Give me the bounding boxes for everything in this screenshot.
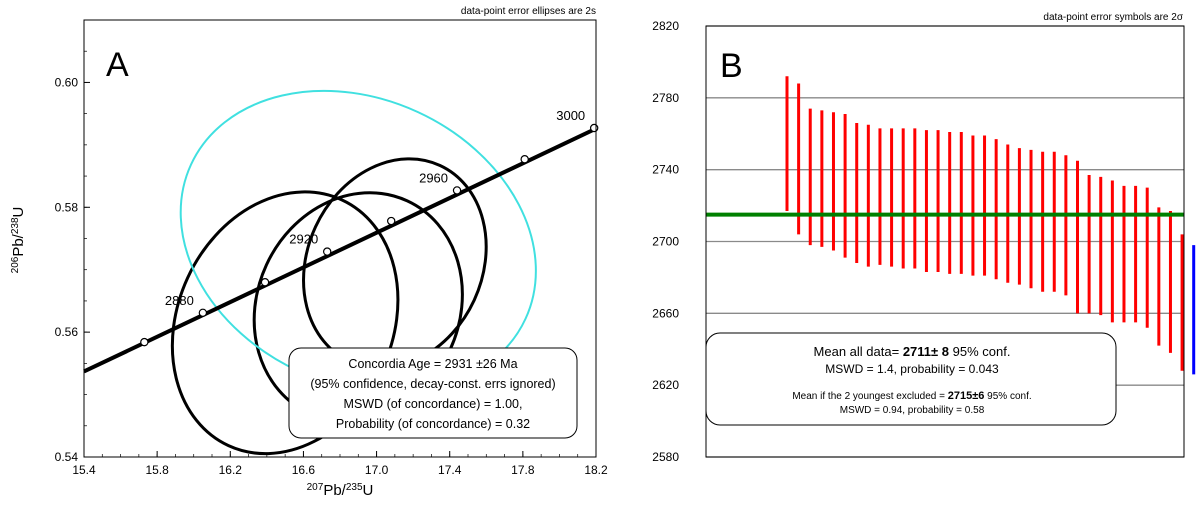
concordia-age-marker	[387, 216, 396, 226]
panel-a-header-note: data-point error ellipses are 2s	[461, 6, 596, 17]
concordia-curve	[83, 126, 597, 374]
b-mean-all-prefix: Mean all data=	[814, 344, 903, 359]
x-tick-label: 15.4	[72, 463, 96, 477]
b-mean-excl-suffix: 95% conf.	[984, 391, 1031, 402]
concordia-age-label: 2960	[419, 170, 448, 185]
panel-b-plot-frame	[705, 25, 1185, 458]
concordia-age-label: 3000	[556, 108, 585, 123]
y-tick-label: 0.54	[55, 450, 79, 464]
concordia-age-marker	[520, 155, 529, 164]
x-tick-label: 16.6	[292, 463, 316, 477]
panel-b-annotation-frame	[705, 332, 1117, 426]
x-tick-label: 18.2	[584, 463, 608, 477]
panel-a-annotation-box: Concordia Age = 2931 ±26 Ma (95% confide…	[288, 347, 578, 439]
y-tick-label: 2580	[652, 450, 679, 464]
concordia-age-marker	[198, 308, 208, 317]
y-tick-label: 2820	[652, 19, 679, 33]
y-tick-label: 2620	[652, 378, 679, 392]
x-tick-label: 17.0	[365, 463, 389, 477]
annotation-line-4: Probability (of concordance) = 0.32	[336, 417, 530, 431]
x-tick-label: 16.2	[219, 463, 243, 477]
panel-a: data-point error ellipses are 2s 2880 292…	[10, 6, 609, 499]
error-ellipse	[170, 190, 400, 456]
x-label-tail: U	[363, 482, 374, 499]
b-annotation-line-3: Mean if the 2 youngest excluded = 2715±6…	[792, 390, 1031, 402]
x-tick-label: 17.4	[438, 463, 462, 477]
x-tick-label: 17.8	[511, 463, 535, 477]
panel-a-x-axis-label: 207Pb/235U	[307, 482, 374, 500]
panel-a-y-axis-label: 206Pb/238U	[10, 207, 28, 274]
b-mean-all-value: 2711± 8	[903, 344, 949, 359]
y-tick-label: 0.60	[55, 75, 79, 89]
annotation-line-1: Concordia Age = 2931 ±26 Ma	[348, 357, 517, 371]
y-tick-label: 0.58	[55, 200, 79, 214]
x-label-main: Pb/	[323, 482, 346, 499]
panel-b: data-point error symbols are 2σ B 2580 26…	[652, 12, 1196, 464]
x-label-sup-235: 235	[346, 482, 363, 493]
concordia-age-marker	[452, 186, 462, 195]
y-tick-label: 2780	[652, 91, 679, 105]
y-tick-label: 0.56	[55, 325, 79, 339]
panel-b-annotation-box: Mean all data= 2711± 8 95% conf. MSWD = …	[705, 332, 1117, 426]
y-label-main: Pb/	[10, 233, 27, 256]
panel-b-label: B	[720, 47, 743, 85]
x-tick-label: 15.8	[145, 463, 169, 477]
b-annotation-line-4: MSWD = 0.94, probability = 0.58	[840, 405, 985, 416]
panel-b-y-axis: 2580 2620 2660 2700 2740 2780 2820	[652, 19, 679, 464]
b-mean-all-suffix: 95% conf.	[949, 344, 1010, 359]
concordia-age-label: 2920	[289, 232, 318, 247]
annotation-line-3: MSWD (of concordance) = 1.00,	[344, 397, 523, 411]
panel-a-x-axis: 15.4 15.8 16.2 16.6 17.0 17.4 17.8 18.2	[72, 451, 608, 477]
concordia-age-marker	[140, 337, 149, 347]
y-label-sup-238: 238	[10, 217, 21, 234]
annotation-line-2: (95% confidence, decay-const. errs ignor…	[310, 377, 555, 391]
panel-a-concordia: 2880 2920 2960 3000	[83, 108, 599, 374]
concordia-age-marker	[589, 123, 599, 133]
b-mean-excl-prefix: Mean if the 2 youngest excluded =	[792, 391, 947, 402]
y-tick-label: 2660	[652, 306, 679, 320]
panel-a-y-axis: 0.54 0.56 0.58 0.60	[55, 19, 90, 464]
panel-a-annotation-frame	[288, 347, 578, 439]
b-annotation-line-2: MSWD = 1.4, probability = 0.043	[825, 362, 999, 376]
panel-a-label: A	[106, 46, 129, 84]
concordia-age-label: 2880	[165, 293, 194, 308]
y-label-tail: U	[10, 207, 27, 218]
x-label-sup-207: 207	[307, 482, 324, 493]
y-tick-label: 2740	[652, 163, 679, 177]
panel-b-error-bars	[785, 76, 1196, 375]
concordia-age-marker	[323, 247, 332, 256]
b-annotation-line-1: Mean all data= 2711± 8 95% conf.	[814, 344, 1011, 359]
y-tick-label: 2700	[652, 235, 679, 249]
panel-b-header-note: data-point error symbols are 2σ	[1043, 12, 1183, 23]
concordia-age-marker	[260, 278, 270, 287]
y-label-sup-206: 206	[10, 256, 21, 273]
b-mean-excl-value: 2715±6	[948, 390, 985, 402]
